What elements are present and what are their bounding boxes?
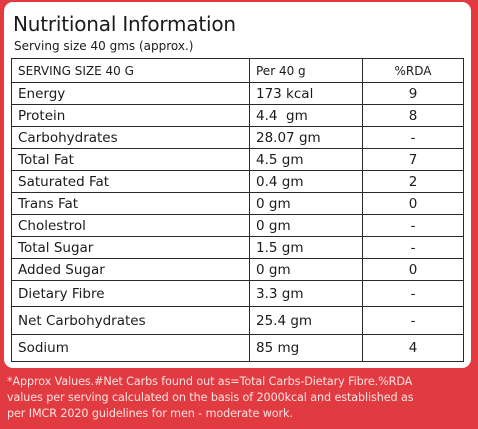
table-row: Net Carbohydrates 25.4 gm - (11, 306, 464, 335)
nutrient-name: Sodium (11, 334, 250, 362)
nutrient-name: Trans Fat (11, 192, 250, 215)
table-row: Energy 173 kcal 9 (11, 82, 464, 105)
table-row: Saturated Fat 0.4 gm 2 (11, 170, 464, 193)
nutrient-rda: 8 (362, 104, 464, 127)
table-row: Trans Fat 0 gm 0 (11, 192, 464, 215)
table-row: Dietary Fibre 3.3 gm - (11, 280, 464, 307)
nutrient-name: Total Fat (11, 148, 250, 171)
nutrient-rda: 9 (362, 82, 464, 105)
nutrient-name: Energy (11, 82, 250, 105)
nutrient-amount: 173 kcal (249, 82, 363, 105)
table-row: Total Fat 4.5 gm 7 (11, 148, 464, 171)
nutrient-amount: 1.5 gm (249, 236, 363, 259)
nutrient-amount: 4.4 gm (249, 104, 363, 127)
nutrient-amount: 85 mg (249, 334, 363, 362)
table-row: Cholestrol 0 gm - (11, 214, 464, 237)
serving-size-subtitle: Serving size 40 gms (approx.) (14, 39, 194, 53)
table-row: Sodium 85 mg 4 (11, 334, 464, 362)
footnote-line: per IMCR 2020 guidelines for men - moder… (7, 407, 293, 420)
nutrition-table: SERVING SIZE 40 G Per 40 g %RDA Energy 1… (11, 58, 464, 362)
table-row: Protein 4.4 gm 8 (11, 104, 464, 127)
nutrient-amount: 0 gm (249, 258, 363, 281)
header-serving-size: SERVING SIZE 40 G (11, 58, 250, 83)
nutrient-amount: 3.3 gm (249, 280, 363, 307)
title: Nutritional Information (13, 12, 236, 36)
nutrient-amount: 0.4 gm (249, 170, 363, 193)
nutrient-name: Carbohydrates (11, 126, 250, 149)
nutrient-amount: 0 gm (249, 214, 363, 237)
nutrient-name: Cholestrol (11, 214, 250, 237)
nutrient-name: Net Carbohydrates (11, 306, 250, 335)
nutrient-name: Dietary Fibre (11, 280, 250, 307)
table-row: Added Sugar 0 gm 0 (11, 258, 464, 281)
table-row: Carbohydrates 28.07 gm - (11, 126, 464, 149)
nutrient-amount: 0 gm (249, 192, 363, 215)
nutrient-amount: 25.4 gm (249, 306, 363, 335)
nutrient-rda: 0 (362, 258, 464, 281)
nutrition-card: Nutritional Information Serving size 40 … (4, 2, 471, 368)
header-rda: %RDA (362, 58, 464, 83)
table-header-row: SERVING SIZE 40 G Per 40 g %RDA (11, 58, 464, 83)
footnote-line: *Approx Values.#Net Carbs found out as=T… (7, 375, 413, 388)
nutrient-name: Saturated Fat (11, 170, 250, 193)
nutrient-amount: 4.5 gm (249, 148, 363, 171)
footnote-line: values per serving calculated on the bas… (7, 391, 414, 404)
nutrient-name: Added Sugar (11, 258, 250, 281)
nutrient-rda: 2 (362, 170, 464, 193)
nutrient-rda: - (362, 280, 464, 307)
nutrient-name: Total Sugar (11, 236, 250, 259)
nutrient-rda: 4 (362, 334, 464, 362)
header-per-40g: Per 40 g (249, 58, 363, 83)
nutrient-amount: 28.07 gm (249, 126, 363, 149)
nutrient-name: Protein (11, 104, 250, 127)
nutrient-rda: - (362, 306, 464, 335)
nutrient-rda: - (362, 214, 464, 237)
nutrient-rda: - (362, 236, 464, 259)
nutrient-rda: - (362, 126, 464, 149)
nutrient-rda: 0 (362, 192, 464, 215)
nutrient-rda: 7 (362, 148, 464, 171)
footnote: *Approx Values.#Net Carbs found out as=T… (7, 374, 473, 422)
table-row: Total Sugar 1.5 gm - (11, 236, 464, 259)
